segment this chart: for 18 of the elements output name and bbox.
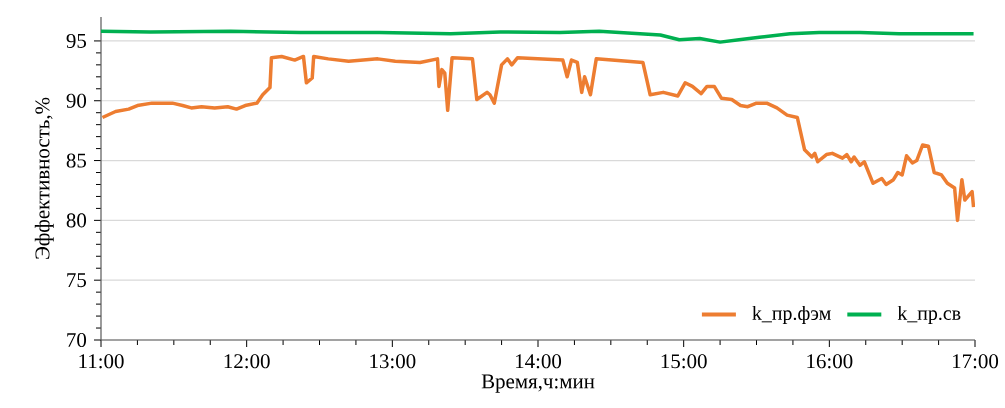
x-tick-label: 15:00 <box>661 354 707 369</box>
legend-label: k_пр.фэм <box>752 305 831 324</box>
y-tick-label: 90 <box>66 93 87 108</box>
x-tick-label: 12:00 <box>224 354 270 369</box>
y-tick-label: 95 <box>66 33 87 48</box>
y-tick-label: 70 <box>67 332 87 348</box>
x-tick-label: 13:00 <box>370 354 416 369</box>
y-tick-label: 75 <box>67 273 87 288</box>
line-series <box>101 54 976 223</box>
y-tick-label: 85 <box>66 153 87 168</box>
legend-label: k_пр.св <box>897 305 961 324</box>
x-tick-label: 14:00 <box>516 354 562 369</box>
y-tick-label: 80 <box>66 213 87 228</box>
x-tick-label: 16:00 <box>807 354 853 369</box>
y-axis-title: Эффективность,% <box>34 97 54 259</box>
x-tick-label: 11:00 <box>79 354 124 369</box>
x-tick-label: 17:00 <box>953 354 999 369</box>
x-axis-title: Время,ч:мин <box>481 374 595 393</box>
